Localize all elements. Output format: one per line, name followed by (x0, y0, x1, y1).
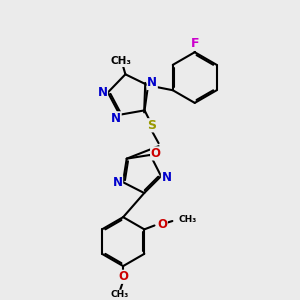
Text: N: N (112, 176, 123, 189)
Text: CH₃: CH₃ (110, 290, 129, 299)
Text: S: S (148, 119, 157, 132)
Text: CH₃: CH₃ (178, 215, 196, 224)
Text: CH₃: CH₃ (110, 56, 131, 67)
Text: O: O (118, 270, 128, 283)
Text: O: O (157, 218, 167, 230)
Text: N: N (147, 76, 157, 89)
Text: N: N (98, 86, 107, 99)
Text: N: N (111, 112, 121, 125)
Text: F: F (191, 37, 200, 50)
Text: N: N (161, 171, 172, 184)
Text: O: O (151, 147, 160, 160)
